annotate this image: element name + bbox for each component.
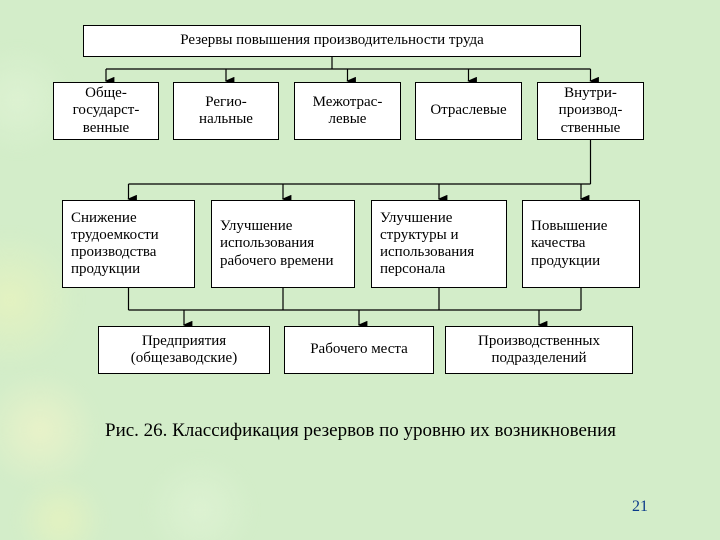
node-r3_2: Рабочего места xyxy=(284,326,434,374)
node-root: Резервы повышения производительности тру… xyxy=(83,25,581,57)
node-r1_4: Отраслевые xyxy=(415,82,522,140)
figure-caption: Рис. 26. Классификация резервов по уровн… xyxy=(105,420,616,442)
node-r3_3: Производственных подразделений xyxy=(445,326,633,374)
node-r3_1: Предприятия (общезаводские) xyxy=(98,326,270,374)
decor-blob xyxy=(145,455,255,540)
decor-blob xyxy=(0,370,100,490)
node-r1_1: Обще-государст-венные xyxy=(53,82,159,140)
node-r2_4: Повышение качества продукции xyxy=(522,200,640,288)
node-r2_1: Снижение трудоемкости производства проду… xyxy=(62,200,195,288)
node-r1_5: Внутри-производ-ственные xyxy=(537,82,644,140)
node-r1_3: Межотрас-левые xyxy=(294,82,401,140)
node-r2_2: Улучшение использования рабочего времени xyxy=(211,200,355,288)
node-r2_3: Улучшение структуры и использования перс… xyxy=(371,200,507,288)
node-r1_2: Регио-нальные xyxy=(173,82,279,140)
decor-blob xyxy=(15,475,105,540)
page-number: 21 xyxy=(632,498,648,516)
